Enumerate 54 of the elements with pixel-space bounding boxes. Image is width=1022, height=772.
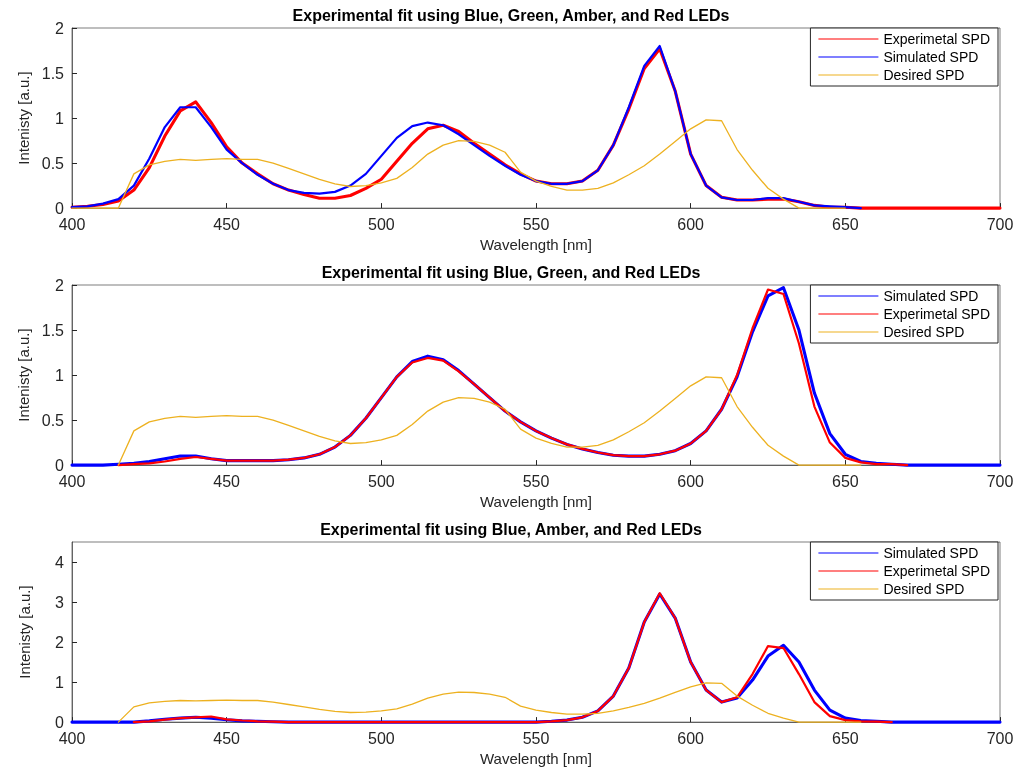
y-tick-label: 1 <box>55 109 65 127</box>
y-tick-label: 0.5 <box>41 411 65 429</box>
x-tick-label: 550 <box>522 215 550 233</box>
y-tick-label: 2 <box>55 19 65 37</box>
x-tick-label: 400 <box>58 215 86 233</box>
legend-label: Desired SPD <box>883 581 965 597</box>
x-tick-label: 700 <box>986 729 1014 747</box>
x-tick-label: 600 <box>677 215 705 233</box>
y-tick-label: 0.5 <box>41 154 65 172</box>
chart-title: Experimental fit using Blue, Green, and Red LEDs <box>321 263 701 281</box>
chart-title: Experimental fit using Blue, Green, Amber, and Red LEDs <box>292 6 730 24</box>
x-axis-title: Wavelength [nm] <box>480 493 592 510</box>
x-tick-label: 650 <box>831 472 859 490</box>
y-tick-label: 0 <box>55 199 65 217</box>
chart-title: Experimental fit using Blue, Amber, and Red LEDs <box>320 520 702 538</box>
x-tick-label: 450 <box>213 472 241 490</box>
y-axis-title: Intenisty [a.u.] <box>14 328 32 422</box>
x-tick-label: 400 <box>58 472 86 490</box>
x-tick-label: 450 <box>213 729 241 747</box>
x-tick-label: 450 <box>213 215 241 233</box>
legend-label: Experimetal SPD <box>883 306 990 322</box>
x-tick-label: 650 <box>831 215 859 233</box>
y-tick-label: 1 <box>55 366 65 384</box>
legend-label: Simulated SPD <box>883 49 979 65</box>
x-tick-label: 500 <box>367 729 395 747</box>
y-tick-label: 0 <box>55 456 65 474</box>
x-tick-label: 650 <box>831 729 859 747</box>
x-tick-label: 700 <box>986 472 1014 490</box>
legend-label: Experimetal SPD <box>883 31 990 47</box>
x-tick-label: 550 <box>522 729 550 747</box>
y-tick-label: 1.5 <box>41 64 65 82</box>
y-tick-label: 4 <box>55 553 65 571</box>
x-tick-label: 700 <box>986 215 1014 233</box>
y-tick-label: 1 <box>55 673 65 691</box>
y-tick-label: 2 <box>55 633 65 651</box>
x-tick-label: 400 <box>58 729 86 747</box>
x-tick-label: 500 <box>367 215 395 233</box>
legend-label: Simulated SPD <box>883 288 979 304</box>
legend-label: Desired SPD <box>883 67 965 83</box>
y-axis-title: Intenisty [a.u.] <box>14 71 32 165</box>
y-tick-label: 0 <box>55 713 65 731</box>
x-tick-label: 550 <box>522 472 550 490</box>
legend-label: Experimetal SPD <box>883 563 990 579</box>
x-axis-title: Wavelength [nm] <box>480 236 592 253</box>
y-tick-label: 2 <box>55 276 65 294</box>
x-axis-title: Wavelength [nm] <box>480 750 592 767</box>
x-tick-label: 500 <box>367 472 395 490</box>
y-tick-label: 3 <box>55 593 65 611</box>
y-axis-title: Intenisty [a.u.] <box>16 585 33 679</box>
legend-label: Desired SPD <box>883 324 965 340</box>
y-tick-label: 1.5 <box>41 321 65 339</box>
legend-label: Simulated SPD <box>883 545 979 561</box>
x-tick-label: 600 <box>677 472 705 490</box>
x-tick-label: 600 <box>677 729 705 747</box>
